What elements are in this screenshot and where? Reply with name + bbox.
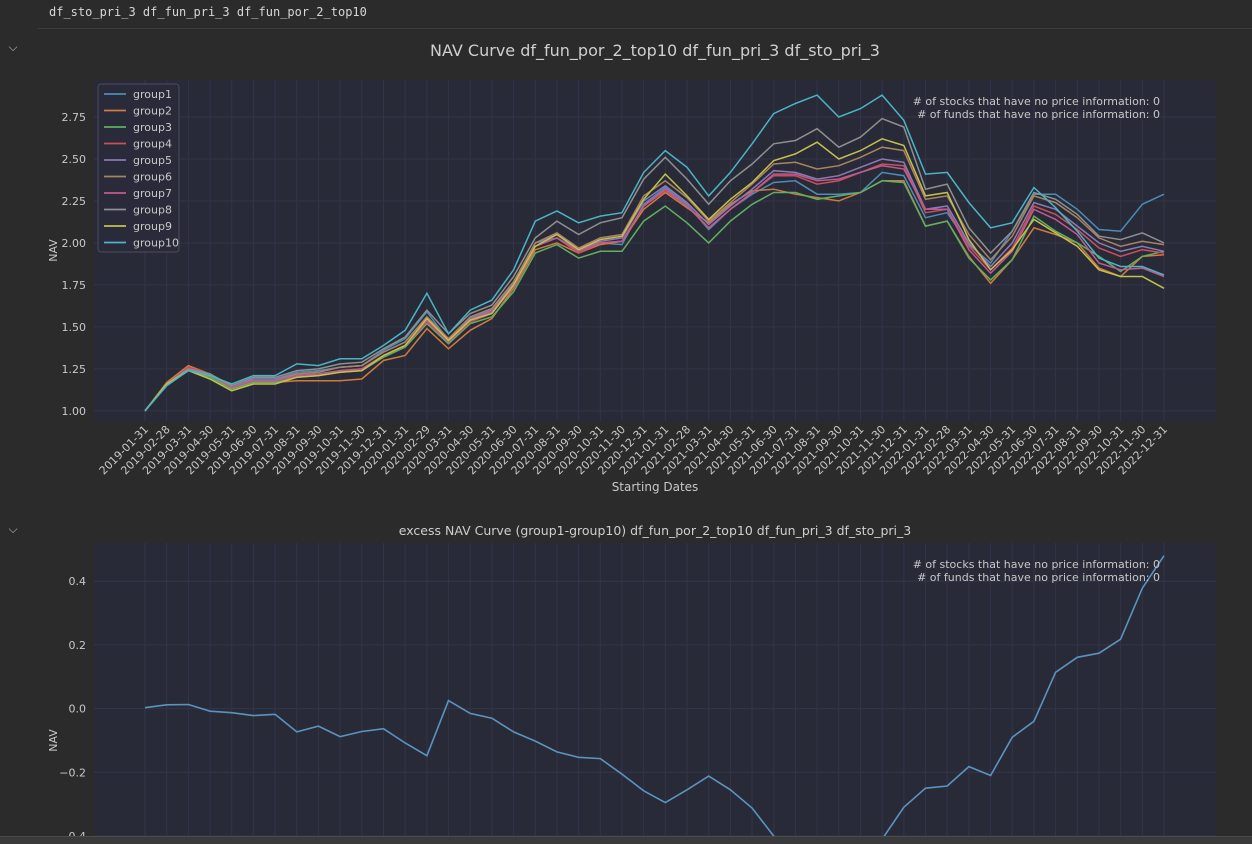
plot-area <box>94 543 1216 836</box>
annotation-funds: # of funds that have no price informatio… <box>917 108 1160 121</box>
annotation-stocks: # of stocks that have no price informati… <box>913 558 1160 571</box>
legend-entry: group3 <box>133 121 172 134</box>
legend-entry: group7 <box>133 187 172 200</box>
y-tick-label: −0.2 <box>59 766 86 779</box>
series-line-group6 <box>144 146 1165 412</box>
y-tick-label: 1.75 <box>62 279 87 292</box>
y-tick-label: 1.25 <box>62 363 87 376</box>
y-tick-label: 0.2 <box>69 639 87 652</box>
series-line-group8 <box>144 117 1165 412</box>
y-tick-label: 1.00 <box>62 405 87 418</box>
y-tick-label: 0.0 <box>69 703 87 716</box>
excess-nav-curve-chart: excess NAV Curve (group1-group10) df_fun… <box>47 523 1216 836</box>
legend-entry: group2 <box>133 105 172 118</box>
y-tick-label: 0.4 <box>69 575 87 588</box>
legend-entry: group4 <box>133 138 172 151</box>
y-axis-label: NAV <box>47 239 60 262</box>
nav-curve-chart: NAV Curve df_fun_por_2_top10 df_fun_pri_… <box>47 41 1216 494</box>
chart-title: NAV Curve df_fun_por_2_top10 df_fun_pri_… <box>430 41 880 61</box>
legend: group1 group2 group3 group4 group5 group6 grou… <box>97 83 180 253</box>
y-tick-label: 2.75 <box>62 111 87 124</box>
legend-entry: group5 <box>133 154 172 167</box>
plot-area <box>94 80 1216 421</box>
series-line-group10 <box>144 94 1165 412</box>
legend-entry: group10 <box>133 237 179 250</box>
y-tick-label: 1.50 <box>62 321 87 334</box>
series-line-group2 <box>144 180 1165 412</box>
y-tick-label: 2.00 <box>62 237 87 250</box>
y-tick-label: 2.25 <box>62 195 87 208</box>
y-tick-label: −0.4 <box>59 830 86 836</box>
collapse-chevron-icon[interactable]: ⌵ <box>8 522 18 536</box>
legend-entry: group1 <box>133 88 172 101</box>
output-text-line: df_sto_pri_3 df_fun_pri_3 df_fun_por_2_t… <box>49 5 367 19</box>
cell-divider <box>38 28 1252 29</box>
collapse-chevron-icon[interactable]: ⌵ <box>8 40 18 54</box>
annotation-funds: # of funds that have no price informatio… <box>917 571 1160 584</box>
x-axis-label: Starting Dates <box>612 480 699 494</box>
y-tick-label: 2.50 <box>62 153 87 166</box>
excess-nav-line <box>144 555 1165 836</box>
legend-entry: group6 <box>133 171 172 184</box>
y-axis-label: NAV <box>47 729 60 752</box>
chart-title: excess NAV Curve (group1-group10) df_fun… <box>399 523 911 538</box>
series-line-group7 <box>144 164 1165 412</box>
legend-entry: group8 <box>133 204 172 217</box>
legend-entry: group9 <box>133 220 172 233</box>
horizontal-scrollbar[interactable] <box>0 836 1252 844</box>
series-line-group9 <box>144 137 1165 412</box>
series-line-group1 <box>144 171 1165 412</box>
annotation-stocks: # of stocks that have no price informati… <box>913 95 1160 108</box>
